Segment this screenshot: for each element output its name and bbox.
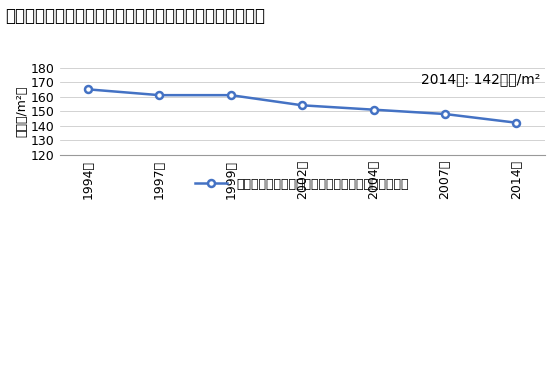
Line: 飲食料品小売業の店舗１平米当たり年間商品販売額: 飲食料品小売業の店舗１平米当たり年間商品販売額 [85, 86, 520, 126]
飲食料品小売業の店舗１平米当たり年間商品販売額 [227, 93, 234, 97]
飲食料品小売業の店舗１平米当たり年間商品販売額 [156, 93, 163, 97]
Text: 飲食料品小売業の店舗１平米当たり年間商品販売額の推移: 飲食料品小売業の店舗１平米当たり年間商品販売額の推移 [6, 7, 265, 25]
飲食料品小売業の店舗１平米当たり年間商品販売額 [85, 87, 91, 92]
Y-axis label: ［万円/m²］: ［万円/m²］ [15, 85, 28, 137]
飲食料品小売業の店舗１平米当たり年間商品販売額 [513, 120, 520, 125]
飲食料品小売業の店舗１平米当たり年間商品販売額 [370, 108, 377, 112]
飲食料品小売業の店舗１平米当たり年間商品販売額 [442, 112, 449, 116]
飲食料品小売業の店舗１平米当たり年間商品販売額 [299, 103, 306, 108]
Legend: 飲食料品小売業の店舗１平米当たり年間商品販売額: 飲食料品小売業の店舗１平米当たり年間商品販売額 [190, 173, 414, 196]
Text: 2014年: 142万円/m²: 2014年: 142万円/m² [421, 72, 540, 86]
